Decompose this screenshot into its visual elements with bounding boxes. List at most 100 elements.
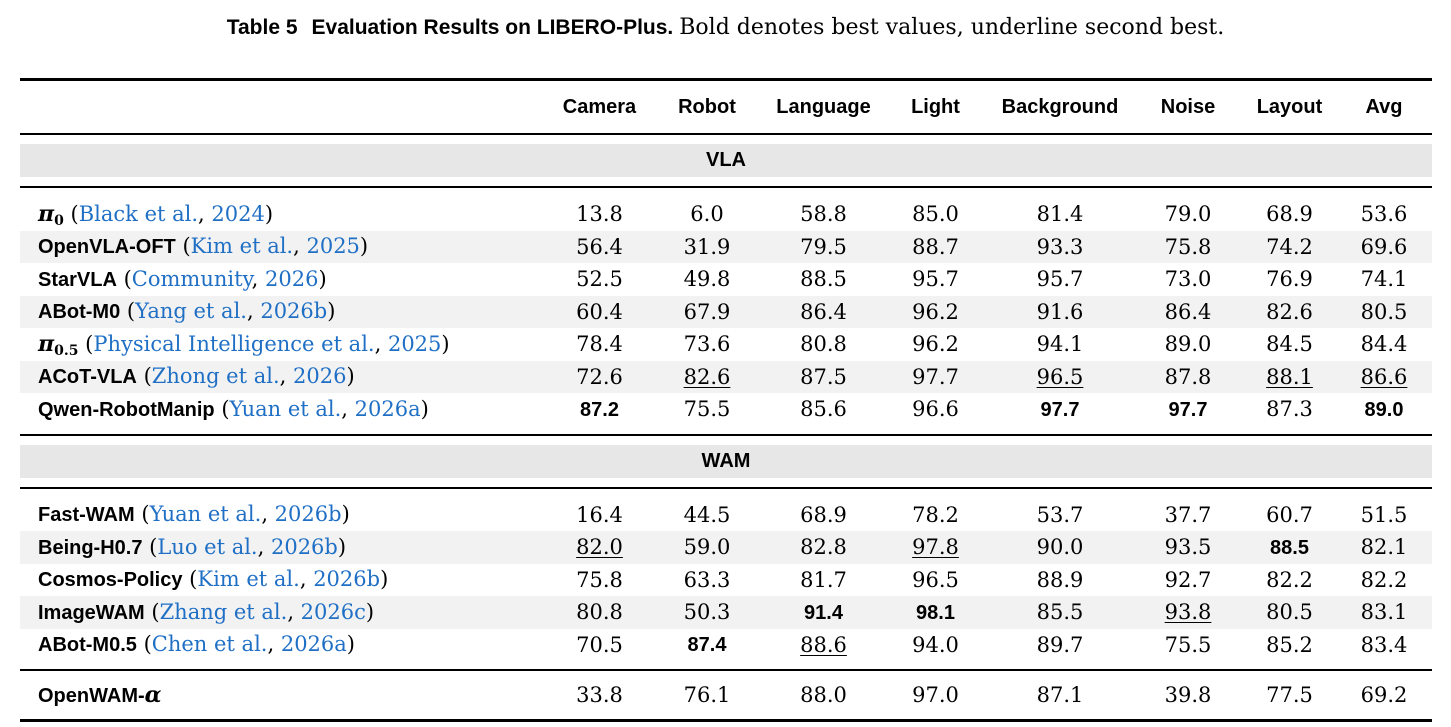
spacer-cell (20, 477, 1432, 489)
value-cell-camera: 16.4 (548, 499, 651, 532)
header-noise: Noise (1160, 95, 1216, 118)
value-text: 33.8 (576, 683, 623, 707)
citation-author-link[interactable]: Yuan et al. (229, 396, 342, 421)
header-row: Camera Robot Language Light Background N… (20, 79, 1432, 134)
citation-close-paren: ) (346, 364, 355, 389)
value-cell-robot: 87.4 (651, 629, 763, 662)
citation-open-paren: ( (126, 299, 136, 324)
value-text: 90.0 (1036, 535, 1084, 560)
citation-year-link[interactable]: 2025 (387, 332, 442, 357)
header-robot: Robot (678, 95, 736, 118)
value-text: 73.0 (1164, 267, 1212, 292)
citation-author-link[interactable]: Zhong et al. (151, 364, 280, 389)
results-table: Camera Robot Language Light Background N… (20, 78, 1432, 722)
value-text: 87.1 (1036, 683, 1084, 707)
value-text: 88.6 (800, 632, 847, 657)
value-text: 75.8 (576, 567, 623, 592)
citation-open-paren: ( (141, 502, 150, 527)
value-text: 88.7 (912, 234, 959, 259)
value-text: 93.5 (1164, 535, 1212, 560)
value-text: 37.7 (1164, 502, 1212, 527)
model-cell: ImageWAM (Zhang et al., 2026c) (20, 596, 548, 629)
value-text: 75.8 (1164, 234, 1212, 259)
value-text: 88.5 (800, 267, 847, 292)
citation-open-paren: ( (182, 234, 191, 259)
citation-year-link[interactable]: 2026 (293, 364, 347, 389)
value-text: 84.5 (1266, 332, 1313, 357)
value-cell-robot: 50.3 (651, 596, 763, 629)
group-header-vla: VLA (20, 144, 1432, 177)
citation-year-link[interactable]: 2026 (264, 266, 319, 291)
value-cell-light: 78.2 (884, 499, 987, 532)
citation-comma: , (293, 234, 307, 259)
citation-author-link[interactable]: Community (131, 266, 252, 291)
value-cell-robot: 44.5 (651, 499, 763, 532)
citation-author-link[interactable]: Yuan et al. (149, 502, 262, 527)
value-text: 82.6 (1266, 299, 1313, 324)
value-text: 78.4 (576, 332, 623, 357)
value-text: 13.8 (576, 202, 623, 227)
citation-author-link[interactable]: Zhang et al. (159, 599, 288, 624)
model-cell: Being-H0.7 (Luo et al., 2026b) (20, 531, 548, 564)
value-text: 75.5 (683, 397, 731, 422)
citation-year-link[interactable]: 2026a (354, 396, 421, 421)
citation-author-link[interactable]: Luo et al. (157, 534, 258, 559)
value-text: 53.7 (1036, 502, 1084, 527)
value-text: 68.9 (800, 502, 847, 527)
value-cell-background: 93.3 (987, 230, 1133, 263)
model-name-text: ABot-M0 (38, 301, 121, 324)
model-cell: π0 (Black et al., 2024) (20, 198, 548, 231)
value-cell-noise: 92.7 (1133, 564, 1243, 597)
table-caption: Table 5 Evaluation Results on LIBERO-Plu… (0, 14, 1451, 41)
model-name-text: ACoT-VLA (38, 366, 137, 389)
value-cell-language: 88.5 (763, 263, 884, 296)
model-greek-letter: π (38, 331, 55, 358)
value-text: 97.7 (912, 364, 959, 389)
table-row: π0 (Black et al., 2024) 13.8 6.0 58.8 85.0 81… (20, 198, 1432, 231)
value-cell-language: 88.0 (763, 670, 884, 719)
citation-year-link[interactable]: 2024 (211, 202, 265, 227)
spacer-row (20, 477, 1432, 489)
citation-author-link[interactable]: Yang et al. (135, 299, 247, 324)
value-cell-light: 96.2 (884, 295, 987, 328)
citation-year-link[interactable]: 2025 (306, 234, 360, 259)
citation-author-link[interactable]: Black et al. (78, 202, 199, 227)
value-cell-background: 90.0 (987, 531, 1133, 564)
citation-author-link[interactable]: Kim et al. (190, 234, 294, 259)
citation-year-link[interactable]: 2026b (274, 502, 342, 527)
value-cell-camera: 13.8 (548, 198, 651, 231)
value-text: 60.7 (1266, 502, 1313, 527)
citation-open-paren: ( (85, 332, 94, 357)
citation-close-paren: ) (359, 234, 369, 259)
value-cell-camera: 72.6 (548, 360, 651, 393)
value-cell-robot: 31.9 (651, 230, 763, 263)
citation-year-link[interactable]: 2026b (270, 534, 338, 559)
citation-author-link[interactable]: Chen et al. (151, 632, 268, 657)
citation-close-paren: ) (365, 599, 375, 624)
header-avg: Avg (1365, 95, 1403, 118)
value-cell-background: 87.1 (987, 670, 1133, 719)
spacer-cell (20, 134, 1432, 144)
citation-year-link[interactable]: 2026b (260, 299, 328, 324)
citation-author-link[interactable]: Kim et al. (197, 567, 300, 592)
citation-year-link[interactable]: 2026c (300, 599, 366, 624)
value-text: 89.0 (1164, 332, 1212, 357)
header-camera: Camera (562, 95, 637, 118)
citation-year-link[interactable]: 2026b (313, 567, 381, 592)
value-text: 63.3 (683, 567, 731, 592)
value-text: 80.8 (800, 332, 847, 357)
value-text: 82.1 (1360, 535, 1408, 560)
table-row: ACoT-VLA (Zhong et al., 2026) 72.6 82.6 87.… (20, 360, 1432, 393)
value-text: 79.5 (800, 234, 847, 259)
value-cell-layout: 76.9 (1243, 263, 1336, 296)
citation-author-link[interactable]: Physical Intelligence et al. (93, 332, 375, 357)
value-cell-light: 95.7 (884, 263, 987, 296)
value-text: 96.5 (912, 567, 959, 592)
model-cell: Qwen-RobotManip (Yuan et al., 2026a) (20, 393, 548, 426)
header-background: Background (1001, 95, 1119, 118)
table-row: ABot-M0 (Yang et al., 2026b) 60.4 67.9 86.4… (20, 295, 1432, 328)
value-text: 49.8 (683, 267, 731, 292)
citation-year-link[interactable]: 2026a (280, 632, 347, 657)
value-cell-avg: 83.4 (1336, 629, 1432, 662)
spacer-row (20, 425, 1432, 436)
